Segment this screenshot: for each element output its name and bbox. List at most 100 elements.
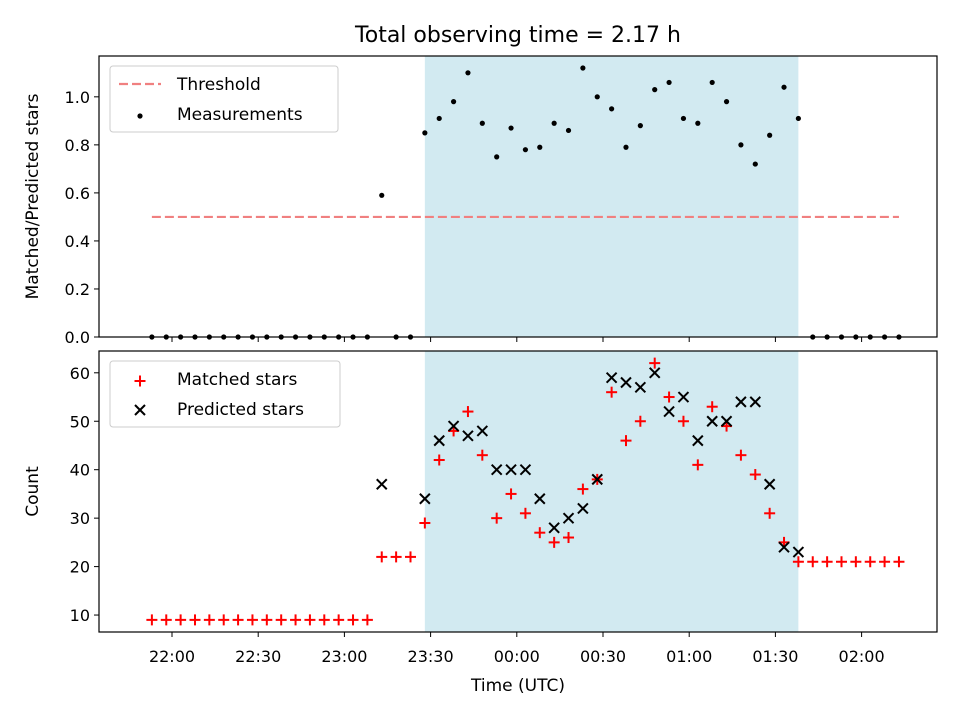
predicted-stars-series: [376, 367, 805, 558]
legend-measurements-swatch: [137, 113, 143, 119]
matched-star-point: [663, 391, 675, 403]
top-x-ticks: [171, 337, 863, 342]
measurement-point: [436, 115, 442, 122]
matched-star-point: [850, 556, 862, 568]
measurement-point: [680, 115, 687, 122]
predicted-star-point: [778, 541, 790, 553]
measurement-point: [781, 84, 787, 90]
predicted-star-point: [605, 371, 618, 384]
predicted-star-point: [706, 415, 718, 427]
predicted-star-point: [447, 420, 460, 432]
matched-star-point: [189, 614, 201, 626]
predicted-star-point: [562, 512, 575, 524]
legend-plus-marker: [134, 375, 146, 387]
measurement-point: [709, 79, 715, 86]
measurement-point: [695, 120, 701, 126]
top-legend: Threshold Measurements: [109, 65, 339, 133]
matched-star-point: [835, 556, 847, 568]
top-y-tick-label: 0.2: [65, 280, 90, 299]
matched-star-point: [764, 507, 776, 519]
chart-title: Total observing time = 2.17 h: [354, 23, 681, 48]
matched-star-point: [433, 454, 445, 466]
predicted-star-point: [677, 391, 690, 403]
measurement-point: [580, 65, 586, 71]
bottom-y-axis: 10 20 30 40 50 60: [70, 364, 99, 625]
bottom-y-tick-label: 50: [70, 412, 90, 431]
top-y-tick-label: 0.6: [65, 184, 90, 203]
bottom-y-tick-label: 40: [70, 461, 90, 480]
top-y-axis: 0.0 0.2 0.4 0.6 0.8 1.0: [65, 88, 99, 347]
measurement-point: [594, 94, 600, 100]
matched-star-point: [649, 357, 661, 369]
matched-stars-series: [146, 357, 905, 626]
x-tick-label: 23:30: [408, 647, 454, 666]
bottom-y-tick-label: 60: [70, 364, 90, 383]
predicted-star-point: [534, 493, 546, 505]
x-tick-label: 02:00: [839, 647, 885, 666]
matched-star-point: [864, 556, 876, 568]
matched-star-point: [821, 556, 833, 568]
bottom-axes-frame: [98, 350, 938, 633]
measurement-point: [623, 144, 629, 150]
legend-measurements-label: Measurements: [177, 105, 303, 125]
top-y-tick-label: 1.0: [65, 88, 90, 107]
measurement-point: [494, 154, 500, 160]
matched-star-point: [634, 415, 646, 427]
bottom-y-tick-label: 20: [70, 558, 90, 577]
matched-star-point: [620, 435, 632, 447]
measurement-point: [637, 123, 643, 129]
matched-star-point: [333, 614, 345, 626]
matched-star-point: [290, 614, 302, 626]
matched-star-point: [879, 556, 891, 568]
bottom-x-axis-label: Time (UTC): [470, 676, 565, 696]
predicted-star-point: [634, 381, 647, 394]
matched-star-point: [390, 551, 402, 563]
x-tick-label: 00:00: [494, 647, 540, 666]
legend-matched-label: Matched stars: [177, 370, 297, 390]
bottom-panel: 10 20 30 40 50 60 22:00 22:30 23:00 23:30 00:00 00…: [23, 350, 938, 696]
measurement-point: [609, 106, 615, 112]
predicted-star-point: [792, 546, 805, 558]
legend-threshold-label: Threshold: [176, 75, 261, 95]
bottom-x-axis: 22:00 22:30 23:00 23:30 00:00 00:30 01:00 01:30…: [149, 632, 885, 666]
x-tick-label: 01:00: [666, 647, 712, 666]
legend-predicted-swatch: [134, 404, 146, 416]
matched-star-point: [735, 449, 747, 461]
matched-star-point: [261, 614, 273, 626]
x-tick-label: 23:00: [321, 647, 367, 666]
matched-star-point: [606, 386, 618, 398]
matched-star-point: [203, 614, 215, 626]
predicted-star-point: [577, 502, 589, 515]
matched-star-point: [792, 556, 804, 568]
matched-star-point: [376, 551, 388, 563]
predicted-star-point: [692, 434, 704, 447]
top-y-tick-label: 0.8: [65, 136, 90, 155]
x-tick-label: 01:30: [752, 647, 798, 666]
top-axes-frame: [98, 55, 938, 338]
predicted-star-point: [476, 425, 489, 437]
predicted-star-point: [505, 463, 517, 476]
predicted-star-point: [519, 463, 532, 476]
top-panel: 0.0 0.2 0.4 0.6 0.8 1.0 Matched/Predicted sta…: [23, 55, 938, 347]
matched-star-point: [361, 614, 373, 626]
measurement-point: [508, 125, 514, 131]
matched-star-point: [462, 406, 474, 418]
matched-star-point: [577, 483, 589, 495]
matched-star-point: [534, 527, 546, 539]
top-y-axis-label: Matched/Predicted stars: [23, 93, 43, 299]
matched-star-point: [706, 401, 718, 413]
predicted-star-point: [620, 376, 632, 389]
top-y-tick-label: 0.4: [65, 232, 90, 251]
bottom-legend-box: [109, 360, 341, 428]
matched-star-point: [347, 614, 359, 626]
bottom-legend: Matched stars Predicted stars: [109, 360, 341, 428]
measurement-point: [479, 120, 485, 126]
matched-star-point: [146, 614, 158, 626]
predicted-star-point: [591, 473, 603, 486]
predicted-star-point: [735, 396, 747, 408]
matched-star-point: [304, 614, 316, 626]
measurement-point: [465, 70, 471, 76]
matched-star-point: [519, 507, 531, 519]
x-tick-label: 22:00: [149, 647, 195, 666]
